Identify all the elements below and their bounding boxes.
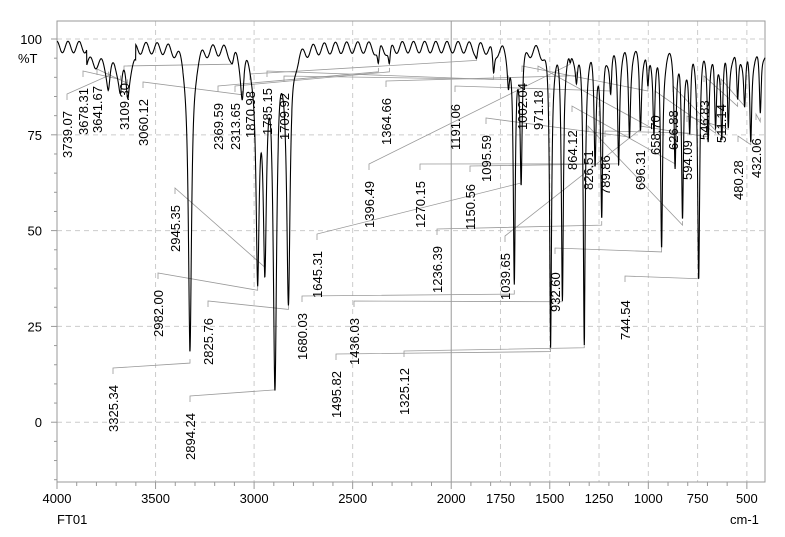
peak-leader-line: [207, 300, 289, 310]
x-tick-label: 3000: [240, 491, 269, 506]
peak-label: 1495.82: [329, 371, 344, 418]
peak-label: 1645.31: [310, 251, 325, 298]
peak-leader-line: [301, 290, 515, 302]
peak-leader-line: [624, 274, 700, 282]
peak-label: 2945.35: [168, 205, 183, 252]
peak-label: 3060.12: [136, 99, 151, 146]
peak-leader-line: [66, 71, 109, 100]
peak-label: 511.14: [714, 104, 729, 143]
peak-label: 480.28: [731, 160, 746, 200]
peak-label: 1236.39: [430, 246, 445, 293]
x-tick-label: 4000: [43, 491, 72, 506]
x-tick-label: 500: [736, 491, 758, 506]
peak-leader-line: [142, 81, 243, 96]
peak-label: 1436.03: [347, 318, 362, 365]
sample-label: FT01: [57, 512, 87, 527]
peak-label: 3641.67: [90, 86, 105, 133]
peak-leader-line: [587, 125, 683, 227]
peak-label: 1325.12: [397, 368, 412, 415]
y-tick-label: 50: [28, 224, 42, 239]
peak-label: 1785.15: [260, 88, 275, 135]
x-axis-label: cm-1: [730, 512, 759, 527]
peak-label: 1270.15: [413, 181, 428, 228]
peak-label: 1095.59: [479, 135, 494, 182]
y-tick-label: 100: [20, 32, 42, 47]
peak-leader-line: [266, 70, 494, 80]
peak-label: 2894.24: [183, 413, 198, 460]
peak-leader-line: [112, 359, 191, 374]
peak-label: 1396.49: [362, 181, 377, 228]
peak-label: 3109.30: [117, 83, 132, 130]
peak-leader-line: [217, 67, 379, 92]
axis-ticks: 4000 3500 3000 2500 2000 1750 1500 1250 1000 750 5…: [20, 32, 757, 506]
peak-label: 1870.98: [243, 91, 258, 138]
peak-leader-line: [157, 272, 259, 291]
peak-label: 2825.76: [201, 318, 216, 365]
peak-leader-line: [485, 117, 630, 138]
x-tick-label: 2500: [338, 491, 367, 506]
peak-label: 864.12: [565, 130, 580, 170]
peak-label: 1709.92: [277, 93, 292, 140]
peak-label: 971.18: [531, 90, 546, 130]
peak-leader-line: [385, 71, 577, 87]
peak-leader-line: [234, 67, 390, 92]
peak-leader-line: [353, 297, 563, 307]
spectrum-line: [56, 40, 766, 391]
peak-label: 2369.59: [211, 103, 226, 150]
peak-label: 1364.66: [379, 98, 394, 145]
peak-leader-line: [755, 112, 761, 124]
peak-label: 1002.04: [515, 83, 530, 130]
y-axis-label: %T: [18, 51, 38, 66]
peak-label: 3325.34: [106, 385, 121, 432]
peak-label: 3678.31: [76, 88, 91, 135]
peak-leader-line: [737, 135, 752, 146]
peak-leader-line: [335, 347, 551, 360]
x-tick-label: 1250: [585, 491, 614, 506]
y-tick-label: 75: [28, 128, 42, 143]
peak-label: 789.86: [598, 155, 613, 195]
peak-label: 3739.07: [60, 111, 75, 158]
peak-label: 546.83: [697, 100, 712, 140]
peak-label: 1039.65: [498, 253, 513, 300]
peak-leader-line: [403, 343, 585, 357]
x-tick-label: 3500: [141, 491, 170, 506]
peak-leader-line: [554, 247, 662, 254]
y-tick-label: 0: [35, 415, 42, 430]
peak-leader-line: [521, 65, 649, 92]
peak-label: 658.70: [648, 115, 663, 155]
peak-leader-line: [436, 221, 603, 235]
plot-frame: [56, 20, 766, 483]
peak-label: 826.51: [581, 150, 596, 190]
peak-label: 626.88: [666, 110, 681, 150]
y-tick-label: 25: [28, 319, 42, 334]
peak-label: 432.06: [749, 138, 764, 178]
peak-label: 1680.03: [295, 313, 310, 360]
x-tick-label: 750: [687, 491, 709, 506]
x-tick-label: 2000: [437, 491, 466, 506]
peak-label: 2313.65: [228, 103, 243, 150]
peak-label: 2982.00: [151, 290, 166, 337]
peak-label: 932.60: [548, 272, 563, 312]
peak-label: 1191.06: [448, 104, 463, 150]
x-tick-label: 1000: [634, 491, 663, 506]
peak-leader-line: [82, 70, 121, 81]
peak-leader-line: [96, 68, 129, 84]
peak-leader-line: [189, 385, 276, 402]
peak-labels: 3739.07 3678.31 3641.67 3325.34 3109.30 3060.…: [60, 83, 764, 460]
x-tick-label: 1500: [535, 491, 564, 506]
peak-label: 1150.56: [463, 184, 478, 230]
peak-label: 744.54: [618, 300, 633, 340]
peak-label: 696.31: [633, 150, 648, 190]
peak-label: 594.09: [680, 140, 695, 180]
peak-leader-line: [123, 60, 233, 72]
x-tick-label: 1750: [486, 491, 515, 506]
